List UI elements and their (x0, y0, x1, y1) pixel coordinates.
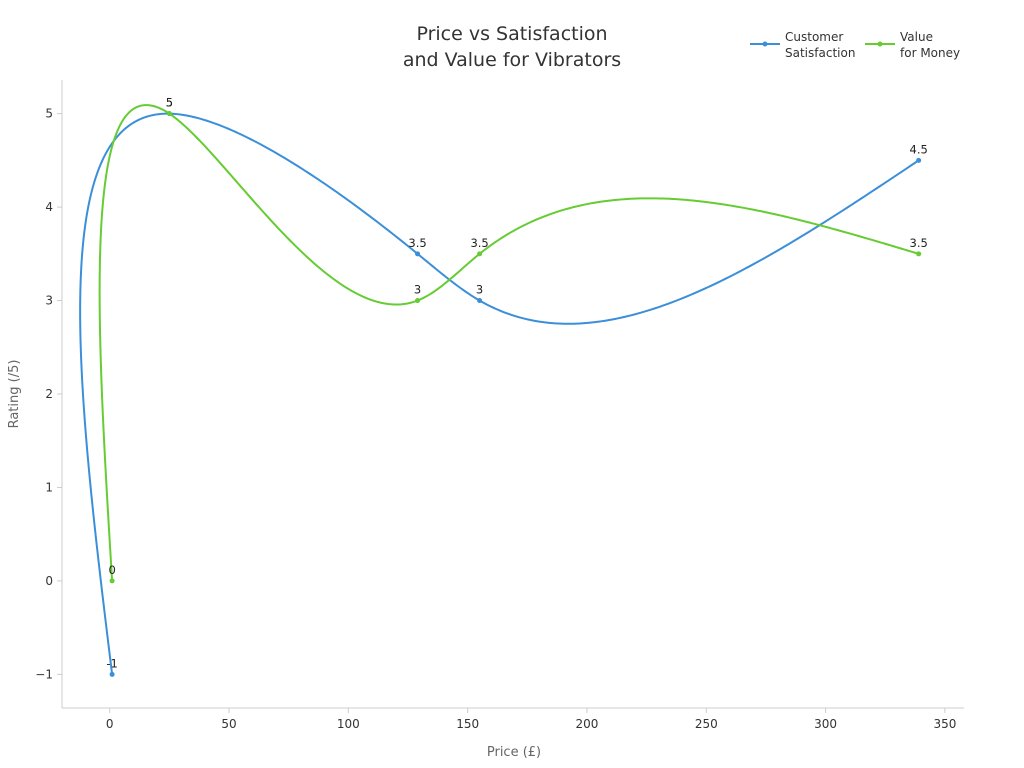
data-label-value-for-money: 3 (414, 283, 421, 297)
series-line-value-for-money (98, 104, 919, 581)
data-label-value-for-money: 5 (166, 96, 173, 110)
y-tick-label: 3 (45, 294, 53, 308)
x-tick-label: 350 (933, 717, 956, 731)
y-tick-label: 2 (45, 387, 53, 401)
x-tick-label: 150 (456, 717, 479, 731)
legend-marker-customer-satisfaction (762, 41, 768, 47)
data-point-value-for-money[interactable] (477, 251, 483, 257)
legend-label-value-for-money-line-1: Value (900, 30, 933, 44)
data-point-value-for-money[interactable] (166, 111, 172, 117)
y-tick-label: 5 (45, 107, 53, 121)
x-tick-label: 50 (221, 717, 236, 731)
x-axis-ticks: 0 50 100 150 200 250 300 350 (106, 708, 956, 731)
legend: Customer Satisfaction Value for Money (750, 30, 960, 60)
x-tick-label: 250 (695, 717, 718, 731)
data-point-customer-satisfaction[interactable] (916, 157, 922, 163)
data-label-customer-satisfaction: 3.5 (408, 236, 426, 250)
series-line-customer-satisfaction (79, 112, 920, 675)
legend-marker-value-for-money (877, 41, 883, 47)
y-axis-ticks: −1 0 1 2 3 4 5 (35, 107, 62, 681)
data-point-value-for-money[interactable] (916, 251, 922, 257)
y-tick-label: 4 (45, 200, 53, 214)
data-label-customer-satisfaction: -1 (106, 656, 117, 670)
data-point-value-for-money[interactable] (109, 578, 115, 584)
data-label-value-for-money: 3.5 (910, 236, 928, 250)
legend-label-value-for-money-line-2: for Money (900, 46, 960, 60)
legend-label-customer-satisfaction-line-2: Satisfaction (785, 46, 855, 60)
data-label-customer-satisfaction: 5 (166, 96, 173, 110)
data-point-customer-satisfaction[interactable] (415, 251, 421, 257)
data-point-customer-satisfaction[interactable] (477, 298, 483, 304)
data-label-value-for-money: 3.5 (470, 236, 488, 250)
data-label-customer-satisfaction: 4.5 (910, 142, 928, 156)
y-tick-label: −1 (35, 667, 53, 681)
data-label-customer-satisfaction: 3 (476, 283, 483, 297)
data-point-value-for-money[interactable] (415, 298, 421, 304)
data-label-value-for-money: 0 (108, 563, 115, 577)
chart-title-line-1: Price vs Satisfaction (416, 23, 607, 45)
legend-item-customer-satisfaction[interactable]: Customer Satisfaction (750, 30, 855, 60)
chart-title-line-2: and Value for Vibrators (403, 49, 621, 71)
x-axis-label: Price (£) (487, 745, 541, 760)
data-point-customer-satisfaction[interactable] (109, 671, 115, 677)
y-axis-label: Rating (/5) (7, 360, 22, 429)
y-tick-label: 1 (45, 480, 53, 494)
legend-item-value-for-money[interactable]: Value for Money (865, 30, 960, 60)
x-tick-label: 300 (814, 717, 837, 731)
x-tick-label: 0 (106, 717, 114, 731)
x-tick-label: 200 (576, 717, 599, 731)
y-tick-label: 0 (45, 574, 53, 588)
legend-label-customer-satisfaction-line-1: Customer (785, 30, 843, 44)
x-tick-label: 100 (337, 717, 360, 731)
